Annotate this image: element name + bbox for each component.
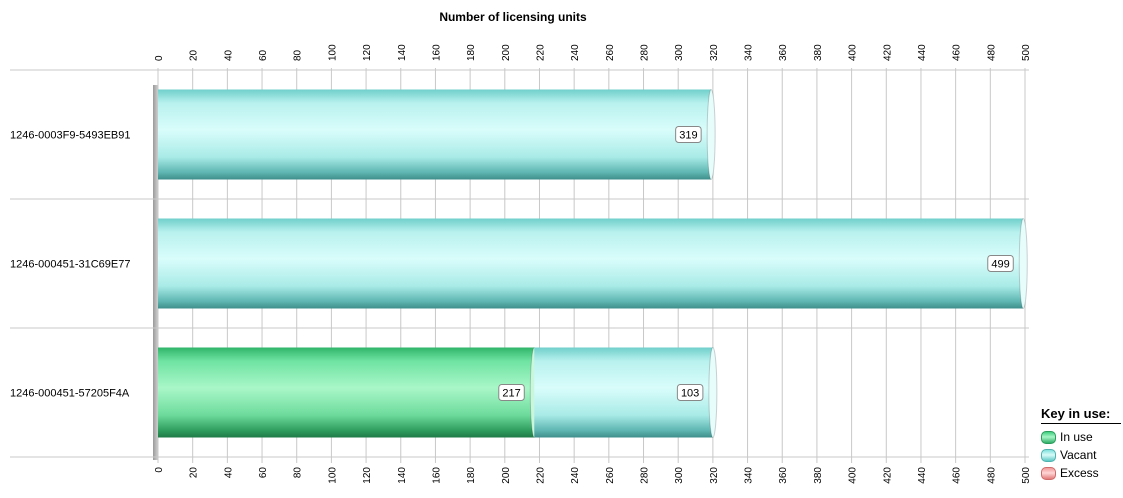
x-tick-label-top: 140 [397, 44, 408, 61]
x-tick-label-bottom: 200 [501, 467, 512, 484]
x-tick-label-bottom: 280 [640, 467, 651, 484]
x-tick-label-top: 380 [813, 44, 824, 61]
x-tick-label-top: 420 [882, 44, 893, 61]
data-label: 319 [679, 130, 697, 142]
x-tick-label-bottom: 0 [154, 467, 165, 473]
x-tick-label-bottom: 500 [1021, 467, 1032, 484]
x-tick-label-bottom: 160 [431, 467, 442, 484]
x-tick-label-bottom: 340 [744, 467, 755, 484]
category-label: 1246-000451-57205F4A [10, 388, 130, 400]
x-tick-label-top: 260 [605, 44, 616, 61]
legend-label-excess: Excess [1060, 466, 1099, 480]
x-tick-label-top: 200 [501, 44, 512, 61]
x-tick-label-bottom: 180 [466, 467, 477, 484]
chart-title: Number of licensing units [439, 10, 587, 24]
legend-item-excess: Excess [1041, 464, 1121, 482]
x-tick-label-top: 40 [223, 49, 234, 61]
x-tick-label-bottom: 300 [674, 467, 685, 484]
x-tick-label-top: 340 [744, 44, 755, 61]
legend-swatch-excess [1041, 467, 1056, 480]
plot-wall [153, 85, 158, 460]
x-tick-label-top: 160 [431, 44, 442, 61]
legend-label-inuse: In use [1060, 430, 1093, 444]
legend-label-vacant: Vacant [1060, 448, 1096, 462]
bar-segment [158, 90, 711, 180]
x-tick-label-top: 120 [362, 44, 373, 61]
legend-swatch-inuse [1041, 431, 1056, 444]
bar-segment [158, 348, 534, 438]
data-label: 217 [502, 388, 520, 400]
x-tick-label-bottom: 140 [397, 467, 408, 484]
x-tick-label-bottom: 100 [327, 467, 338, 484]
x-tick-label-top: 100 [327, 44, 338, 61]
legend-item-inuse: In use [1041, 428, 1121, 446]
x-tick-label-bottom: 320 [709, 467, 720, 484]
bar-end-cap [707, 90, 715, 180]
x-tick-label-bottom: 400 [848, 467, 859, 484]
x-tick-label-top: 220 [535, 44, 546, 61]
x-tick-label-bottom: 80 [293, 467, 304, 479]
x-tick-label-bottom: 460 [952, 467, 963, 484]
x-tick-label-top: 320 [709, 44, 720, 61]
x-tick-label-top: 360 [778, 44, 789, 61]
x-tick-label-bottom: 220 [535, 467, 546, 484]
data-label: 499 [991, 259, 1009, 271]
x-tick-label-top: 60 [258, 49, 269, 61]
x-tick-label-top: 400 [848, 44, 859, 61]
bar-segment [158, 219, 1023, 309]
x-tick-label-bottom: 240 [570, 467, 581, 484]
x-tick-label-bottom: 480 [986, 467, 997, 484]
x-tick-label-top: 460 [952, 44, 963, 61]
x-tick-label-bottom: 440 [917, 467, 928, 484]
x-tick-label-top: 0 [154, 55, 165, 61]
x-tick-label-bottom: 420 [882, 467, 893, 484]
x-tick-label-top: 300 [674, 44, 685, 61]
x-tick-label-bottom: 20 [189, 467, 200, 479]
x-tick-label-top: 480 [986, 44, 997, 61]
legend: Key in use: In use Vacant Excess [1041, 406, 1121, 482]
x-tick-label-top: 240 [570, 44, 581, 61]
x-tick-label-top: 440 [917, 44, 928, 61]
x-tick-label-top: 80 [293, 49, 304, 61]
x-tick-label-bottom: 60 [258, 467, 269, 479]
x-tick-label-bottom: 40 [223, 467, 234, 479]
x-tick-label-top: 500 [1021, 44, 1032, 61]
x-tick-label-bottom: 120 [362, 467, 373, 484]
x-tick-label-bottom: 360 [778, 467, 789, 484]
x-tick-label-bottom: 260 [605, 467, 616, 484]
bar-end-cap [1019, 219, 1027, 309]
x-tick-label-top: 180 [466, 44, 477, 61]
x-tick-label-top: 280 [640, 44, 651, 61]
legend-item-vacant: Vacant [1041, 446, 1121, 464]
legend-swatch-vacant [1041, 449, 1056, 462]
x-tick-label-top: 20 [189, 49, 200, 61]
category-label: 1246-000451-31C69E77 [10, 259, 131, 271]
x-tick-label-bottom: 380 [813, 467, 824, 484]
bar-end-cap [709, 348, 717, 438]
legend-title: Key in use: [1041, 406, 1121, 424]
data-label: 103 [681, 388, 699, 400]
category-label: 1246-0003F9-5493EB91 [10, 130, 130, 142]
